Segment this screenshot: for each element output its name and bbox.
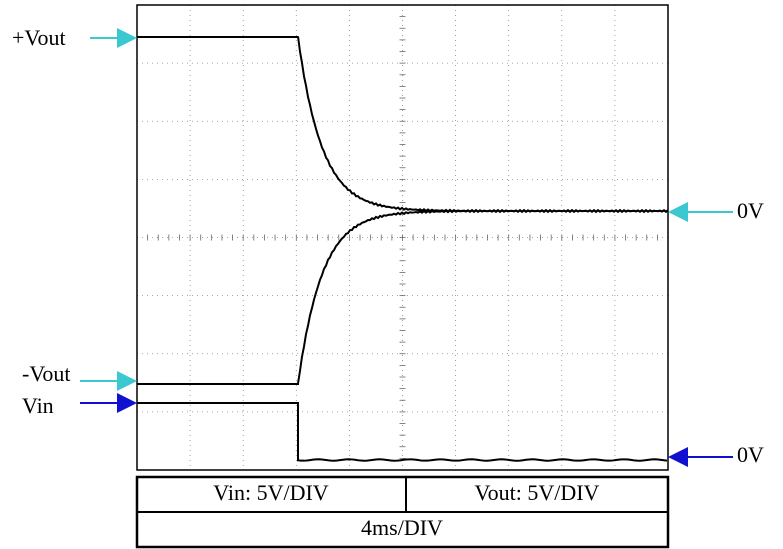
- table-cell: 4ms/DIV: [361, 515, 443, 540]
- screen-border: [136, 4, 669, 471]
- vin-trace: [137, 402, 668, 462]
- table-cell: Vout: 5V/DIV: [475, 480, 600, 505]
- vout-minus-trace: [137, 208, 669, 385]
- label: -Vout: [22, 361, 71, 386]
- label: 0V: [737, 442, 764, 467]
- label: +Vout: [12, 25, 66, 50]
- settings-table: Vin: 5V/DIV Vout: 5V/DIV 4ms/DIV: [135, 475, 670, 549]
- table-cell: Vin: 5V/DIV: [213, 480, 329, 505]
- label: Vin: [22, 393, 54, 418]
- label: 0V: [737, 198, 764, 223]
- graticule: [136, 4, 669, 471]
- traces: [137, 36, 669, 462]
